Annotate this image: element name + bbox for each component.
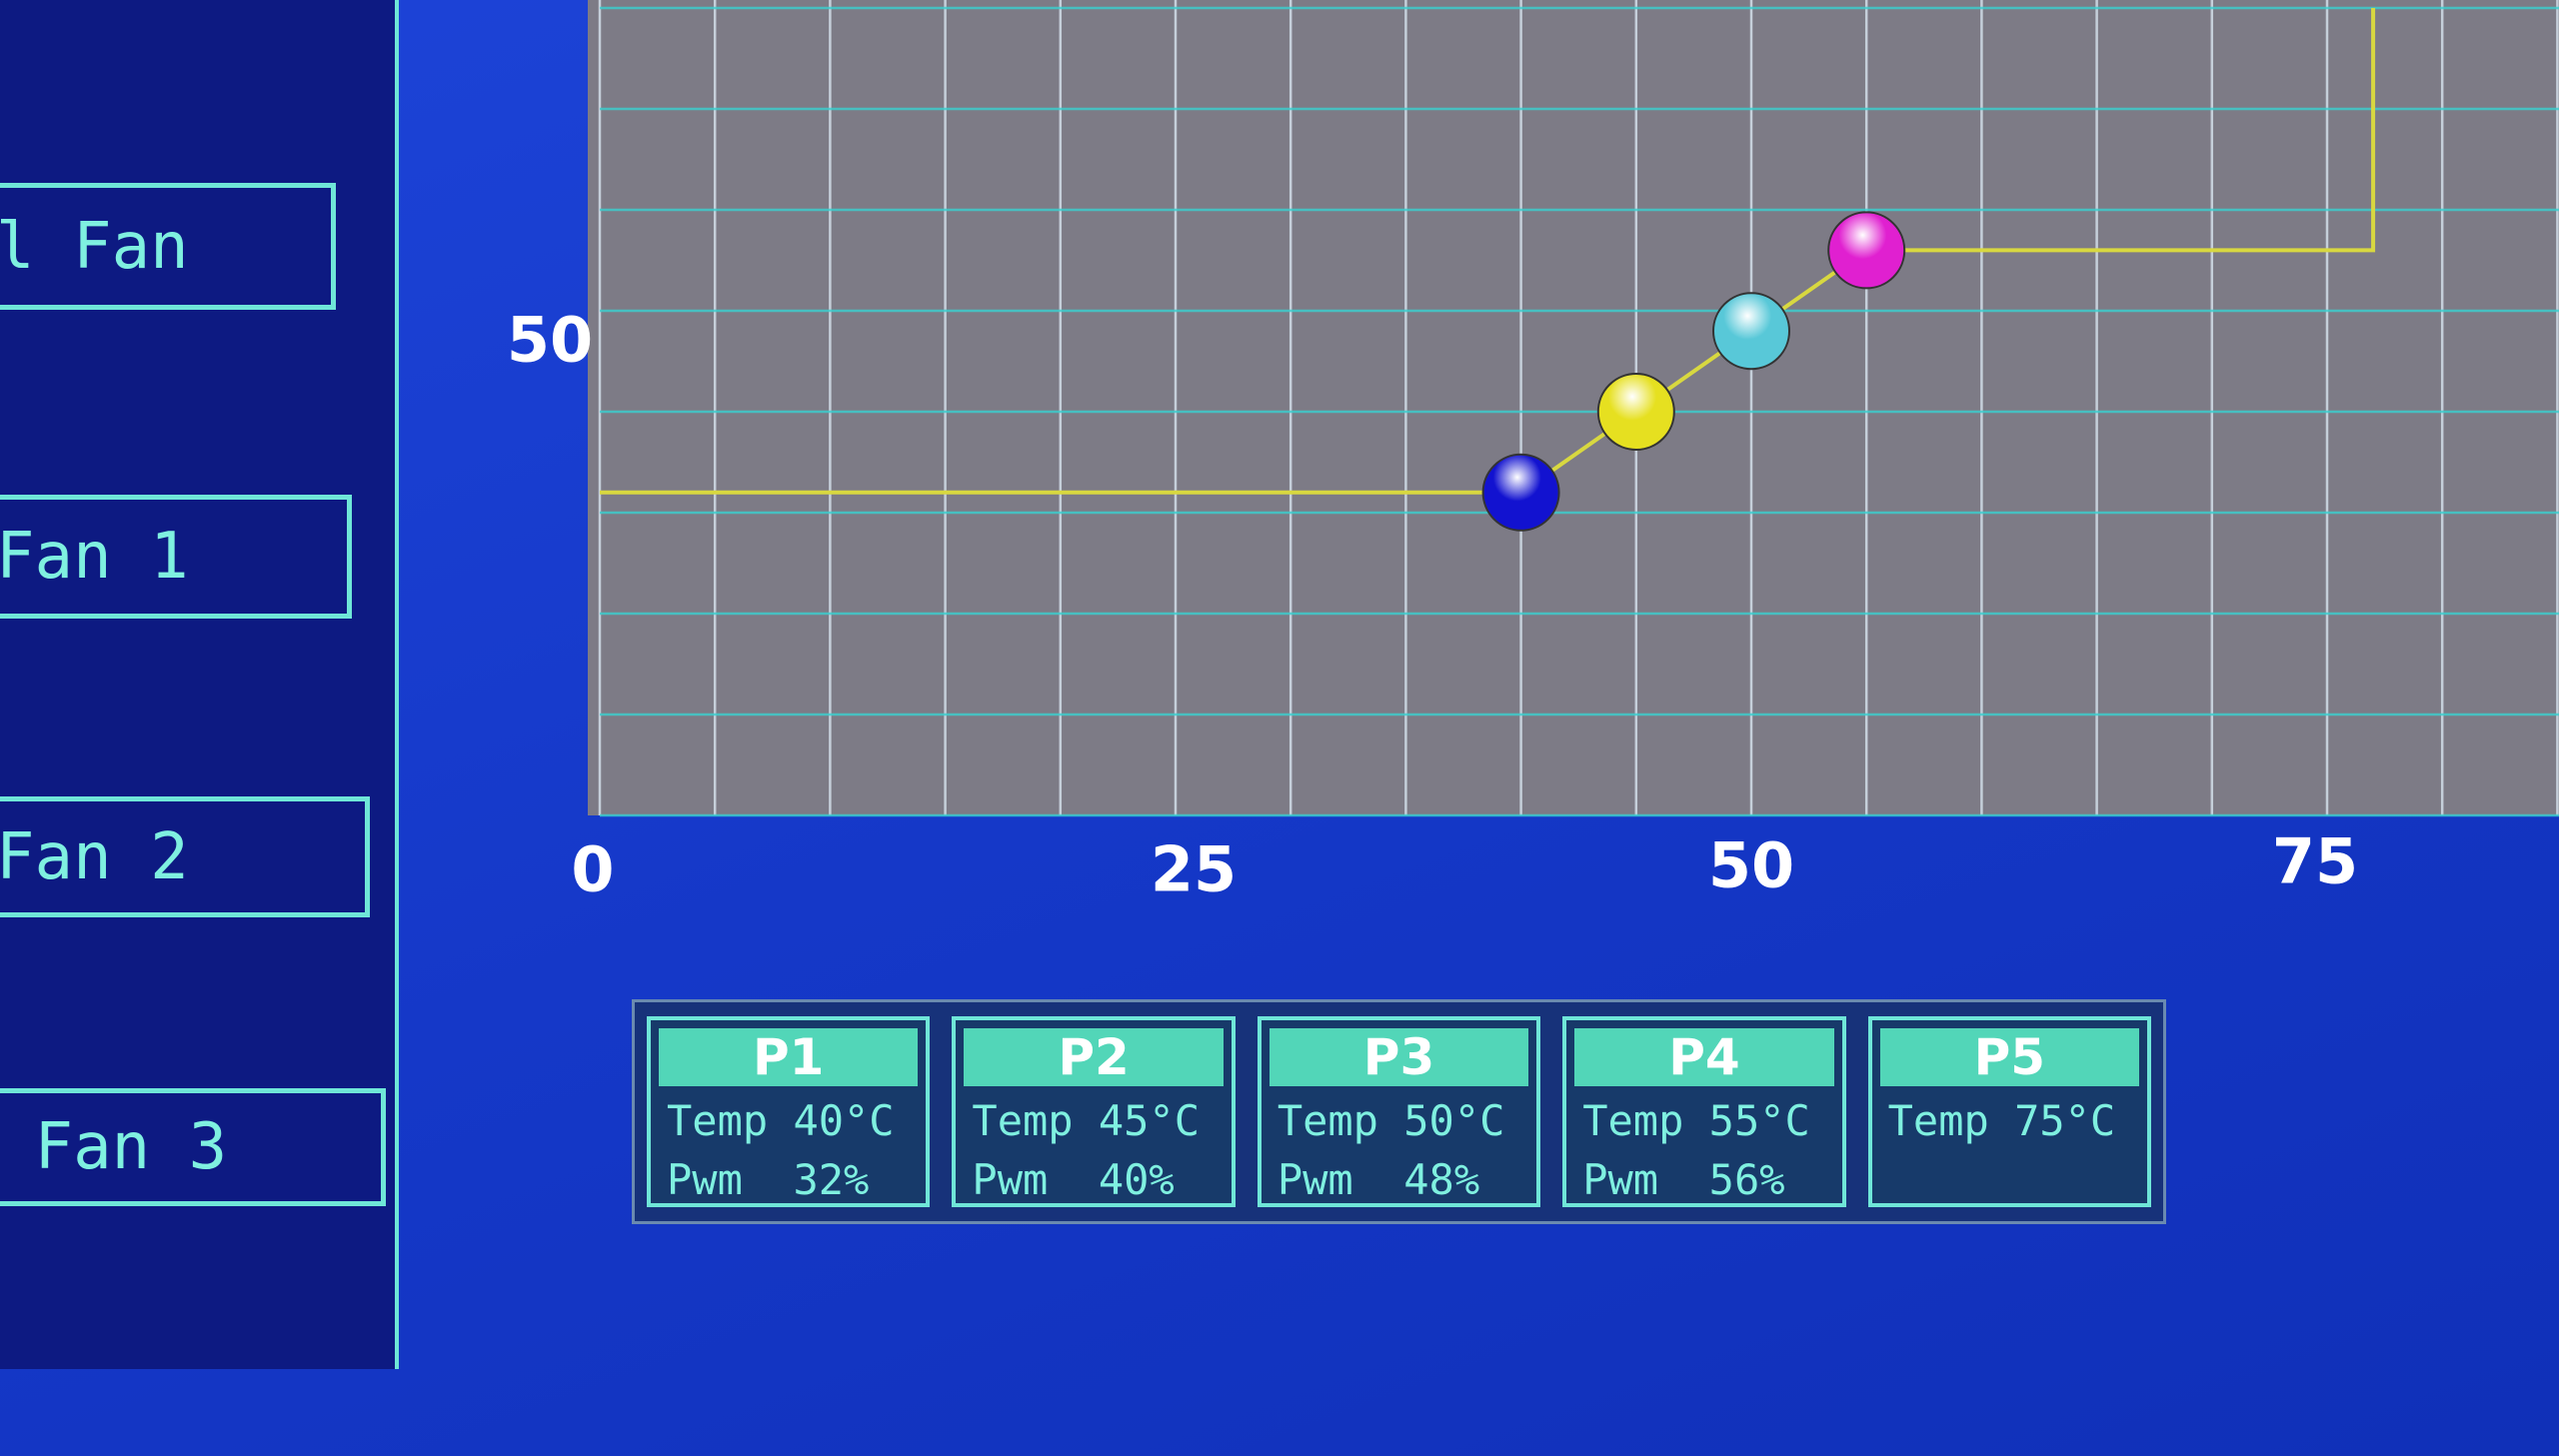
temp-row: Temp 55°C [1582,1096,1825,1145]
fan-curve-line [600,8,2376,495]
pwm-value: 56% [1708,1155,1785,1204]
curve-point-p2-handle[interactable] [1596,373,1675,451]
point-card-p5[interactable]: P5 Temp 75°C [1867,1016,2152,1207]
x-tick-0: 0 [571,832,615,906]
point-title: P4 [1574,1028,1834,1086]
fan-button-3[interactable]: Fan 3 [0,1088,386,1206]
pwm-label: Pwm [667,1155,743,1204]
x-tick-50: 50 [1707,828,1795,902]
point-card-p2[interactable]: P2 Temp 45°C Pwm 40% [952,1016,1236,1207]
temp-label: Temp [1582,1096,1684,1145]
points-panel: P1 Temp 40°C Pwm 32% P2 Temp 45°C Pwm 40… [632,999,2166,1224]
fan-button-all[interactable]: l Fan [0,183,336,310]
fan-curve-plot[interactable] [588,0,2559,815]
point-title: P1 [659,1028,919,1086]
temp-label: Temp [667,1096,769,1145]
temp-value: 50°C [1403,1096,1505,1145]
curve-point-p4-handle[interactable] [1827,211,1906,290]
temp-label: Temp [1887,1096,1989,1145]
point-title: P2 [964,1028,1224,1086]
y-tick-50: 50 [506,303,594,377]
x-tick-25: 25 [1150,832,1238,906]
point-card-p1[interactable]: P1 Temp 40°C Pwm 32% [647,1016,931,1207]
fan-sidebar: l Fan Fan 1 Fan 2 Fan 3 [0,0,399,1369]
pwm-row: Pwm 56% [1582,1155,1825,1204]
temp-row: Temp 50°C [1278,1096,1520,1145]
temp-label: Temp [972,1096,1074,1145]
pwm-label: Pwm [1582,1155,1659,1204]
pwm-row: Pwm 48% [1278,1155,1520,1204]
fan-button-1[interactable]: Fan 1 [0,495,352,619]
point-title: P3 [1269,1028,1529,1086]
pwm-label: Pwm [972,1155,1049,1204]
temp-row: Temp 45°C [972,1096,1215,1145]
pwm-value: 32% [793,1155,870,1204]
pwm-row: Pwm 32% [667,1155,910,1204]
temp-label: Temp [1277,1096,1378,1145]
curve-point-p1-handle[interactable] [1481,453,1560,532]
point-title: P5 [1879,1028,2140,1086]
point-card-p3[interactable]: P3 Temp 50°C Pwm 48% [1257,1016,1541,1207]
temp-value: 75°C [2014,1096,2116,1145]
temp-value: 55°C [1708,1096,1810,1145]
fan-curve-chart[interactable] [0,0,2559,829]
pwm-label: Pwm [1277,1155,1353,1204]
temp-row: Temp 40°C [667,1096,910,1145]
fan-button-2[interactable]: Fan 2 [0,796,370,917]
pwm-row: Pwm 40% [972,1155,1215,1204]
temp-value: 40°C [793,1096,895,1145]
x-tick-75: 75 [2271,824,2359,898]
temp-row: Temp 75°C [1888,1096,2131,1145]
pwm-value: 40% [1098,1155,1175,1204]
point-card-p4[interactable]: P4 Temp 55°C Pwm 56% [1562,1016,1846,1207]
pwm-value: 48% [1403,1155,1480,1204]
temp-value: 45°C [1098,1096,1201,1145]
curve-point-p3-handle[interactable] [1712,292,1790,371]
